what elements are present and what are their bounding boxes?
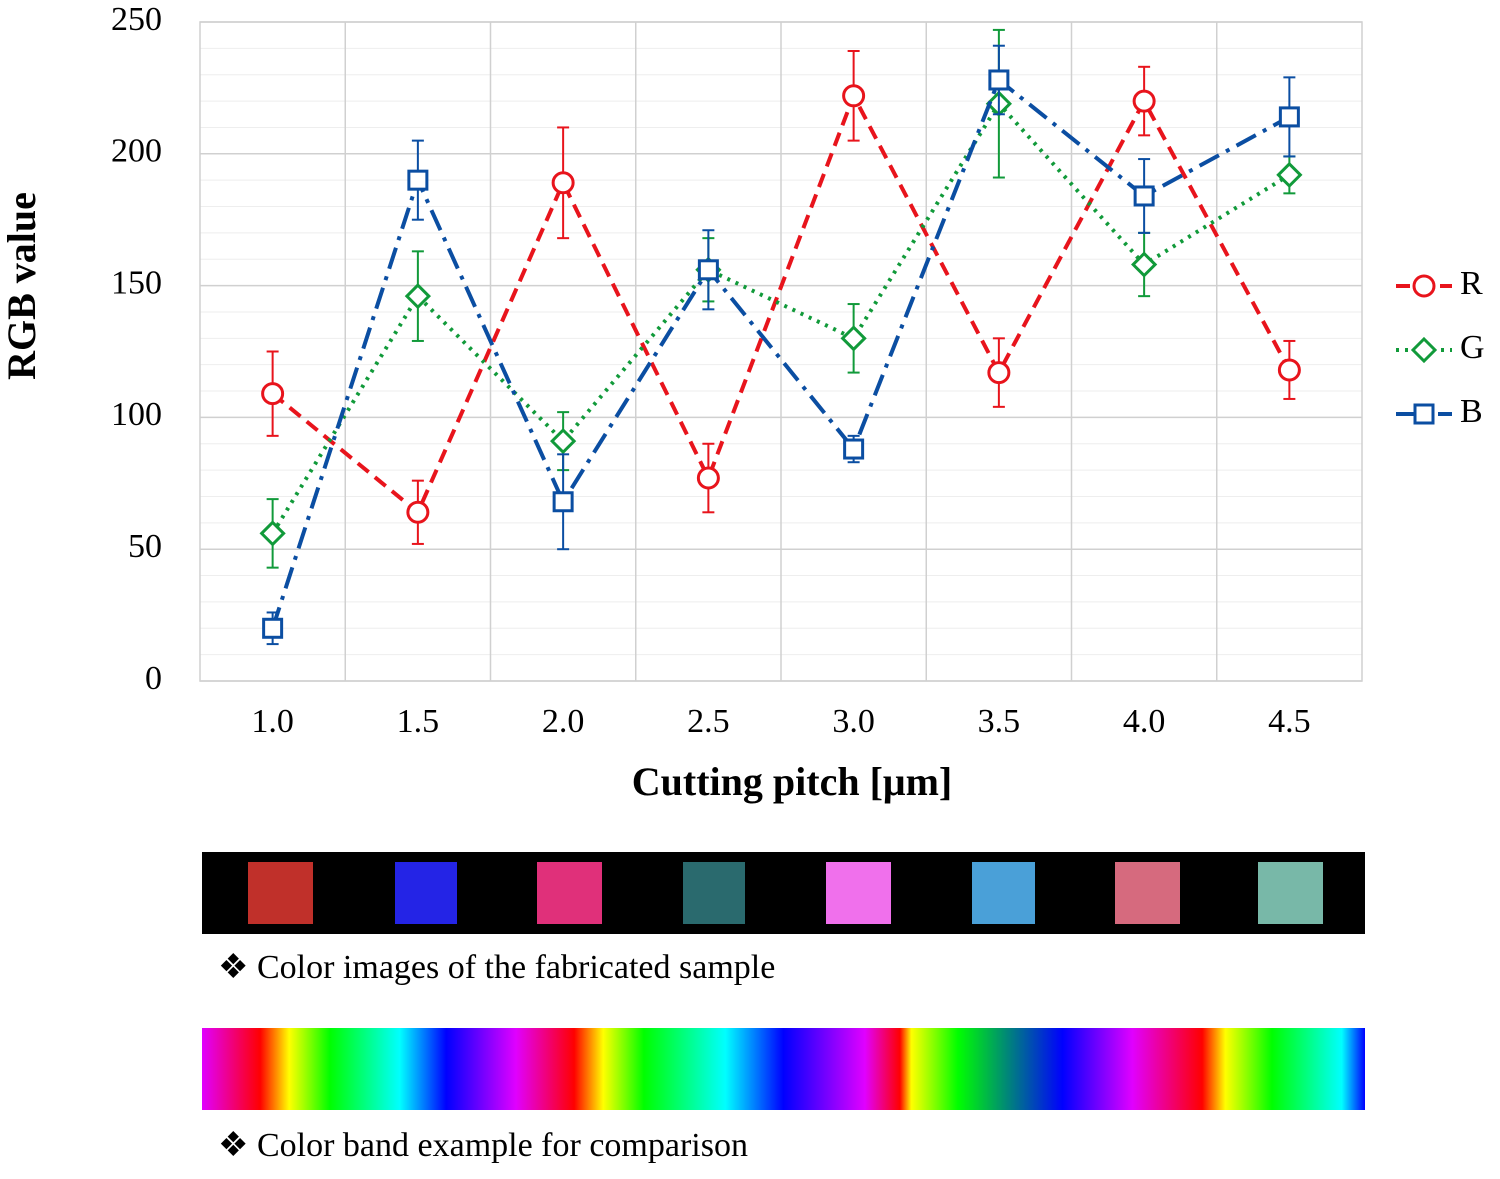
series-line (270, 76, 1291, 629)
marker (987, 361, 1011, 385)
plot-frame (199, 21, 1363, 682)
marker (988, 69, 1010, 91)
marker (843, 438, 865, 460)
marker (552, 491, 574, 513)
marker (1276, 161, 1303, 189)
legend-label: G (1460, 329, 1485, 366)
marker (262, 617, 284, 639)
x-tick-label: 2.5 (687, 703, 730, 740)
marker (261, 382, 285, 406)
x-tick-label: 3.0 (832, 703, 875, 740)
y-tick-label: 50 (128, 528, 162, 565)
x-tick-label: 4.0 (1123, 703, 1166, 740)
sample-image (826, 862, 891, 924)
marker (696, 466, 720, 490)
caption: ❖ Color band example for comparison (218, 1127, 748, 1164)
marker (697, 259, 719, 281)
sample-image (537, 862, 602, 924)
marker (842, 84, 866, 108)
marker (840, 325, 867, 352)
sample-image (1258, 862, 1323, 924)
x-tick-label: 4.5 (1268, 703, 1311, 740)
marker (1410, 336, 1438, 364)
x-axis-title: Cutting pitch [μm] (632, 759, 952, 804)
x-tick-label: 2.0 (542, 703, 585, 740)
x-tick-label: 1.0 (251, 703, 294, 740)
sample-image (395, 862, 457, 924)
marker (1412, 274, 1436, 298)
sample-images (202, 852, 1365, 934)
marker (404, 283, 431, 310)
series (261, 49, 1301, 545)
marker (1277, 358, 1301, 382)
y-tick-label: 250 (111, 1, 162, 38)
series (262, 44, 1300, 646)
series-line (271, 90, 1292, 516)
marker (406, 500, 430, 524)
series-line (270, 100, 1291, 535)
y-axis-title: RGB value (0, 192, 44, 380)
sample-image (972, 862, 1035, 924)
legend-label: R (1460, 265, 1483, 302)
x-tick-label: 1.5 (397, 703, 440, 740)
x-tick-label: 3.5 (978, 703, 1021, 740)
color-band (202, 1028, 1365, 1110)
image-strip (202, 852, 1365, 934)
caption: ❖ Color images of the fabricated sample (218, 949, 775, 986)
marker (1133, 185, 1155, 207)
y-tick-label: 200 (111, 133, 162, 170)
marker (1132, 89, 1156, 113)
marker (259, 520, 286, 547)
legend-item: B (1396, 393, 1483, 430)
y-tick-label: 150 (111, 264, 162, 301)
marker (1278, 106, 1300, 128)
legend-label: B (1460, 393, 1483, 430)
legend-item: G (1396, 329, 1485, 366)
marker (1131, 251, 1158, 278)
plot (199, 21, 1363, 682)
marker (1413, 403, 1435, 425)
sample-image (683, 862, 745, 924)
marker (551, 171, 575, 195)
sample-image (248, 862, 313, 924)
marker (550, 428, 577, 455)
legend-item: R (1396, 265, 1483, 302)
sample-image (1115, 862, 1180, 924)
y-tick-label: 100 (111, 396, 162, 433)
y-tick-label: 0 (145, 660, 162, 697)
marker (407, 169, 429, 191)
